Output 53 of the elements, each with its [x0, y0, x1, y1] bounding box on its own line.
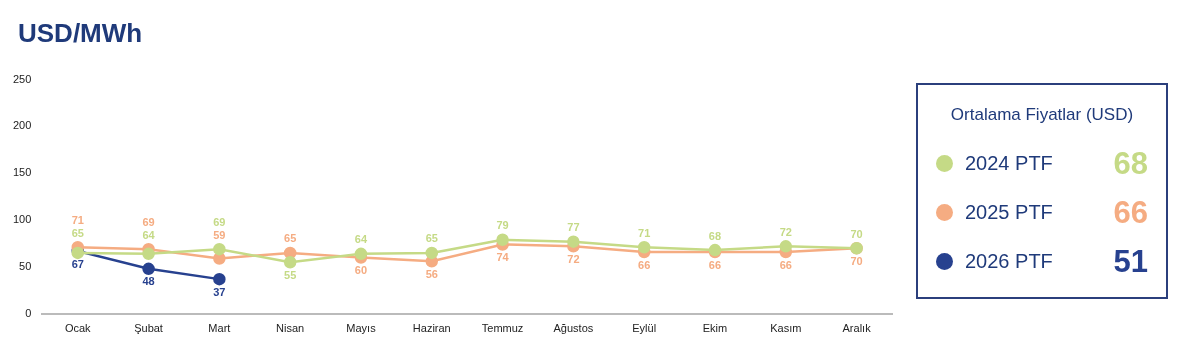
legend-label: 2024 PTF — [965, 152, 1054, 175]
data-label: 59 — [213, 228, 226, 241]
text: 51 — [1113, 243, 1148, 280]
x-tick-label: Şubat — [134, 322, 163, 335]
data-label: 65 — [71, 226, 84, 239]
data-label: 70 — [850, 227, 863, 240]
x-tick-label: Aralık — [842, 322, 872, 335]
data-label: 66 — [708, 258, 722, 271]
x-tick-label: Haziran — [412, 322, 451, 335]
data-label: 68 — [708, 229, 722, 242]
x-tick-label: Eylül — [632, 322, 657, 335]
y-tick-label: 200 — [12, 119, 32, 132]
data-label: 37 — [213, 285, 226, 298]
data-label: 65 — [425, 232, 438, 245]
x-tick-label: Mart — [208, 322, 231, 335]
data-label: 55 — [284, 268, 297, 281]
x-tick-label: Ekim — [702, 322, 728, 335]
y-tick-label: 100 — [12, 213, 32, 226]
data-label: 72 — [779, 225, 792, 238]
text: 66 — [1113, 194, 1148, 231]
y-tick-label: 50 — [19, 259, 32, 272]
text: 68 — [1113, 145, 1148, 182]
x-tick-label: Ağustos — [553, 322, 594, 335]
x-tick-label: Temmuz — [481, 322, 524, 335]
chart-title: USD/MWh — [18, 18, 143, 49]
data-label: 67 — [71, 257, 84, 270]
data-label: 74 — [496, 251, 510, 264]
data-label: 71 — [71, 213, 84, 226]
data-label: 70 — [850, 254, 863, 267]
data-label: 69 — [142, 215, 155, 228]
data-label: 65 — [284, 232, 297, 245]
data-label: 66 — [638, 258, 651, 271]
x-tick-label: Mayıs — [346, 322, 377, 335]
data-label: 69 — [213, 215, 226, 228]
legend-title: Ortalama Fiyatlar (USD) — [949, 105, 1135, 125]
data-label: 72 — [567, 252, 580, 265]
data-label: 56 — [425, 267, 438, 280]
x-tick-label: Ocak — [64, 322, 92, 335]
data-label: 71 — [638, 226, 651, 239]
y-tick-label: 250 — [12, 72, 32, 85]
data-label: 79 — [496, 219, 509, 232]
y-tick-label: 0 — [25, 306, 32, 319]
y-tick-label: 150 — [12, 166, 32, 179]
data-label: 66 — [779, 258, 792, 271]
x-tick-label: Kasım — [770, 322, 802, 335]
legend-label: 2025 PTF — [965, 201, 1054, 224]
data-label: 60 — [354, 264, 368, 277]
data-label: 64 — [354, 233, 368, 246]
legend-label: 2026 PTF — [965, 250, 1054, 273]
data-label: 77 — [567, 221, 580, 234]
x-tick-label: Nisan — [276, 322, 305, 335]
data-label: 64 — [142, 228, 156, 241]
data-label: 48 — [142, 275, 155, 288]
